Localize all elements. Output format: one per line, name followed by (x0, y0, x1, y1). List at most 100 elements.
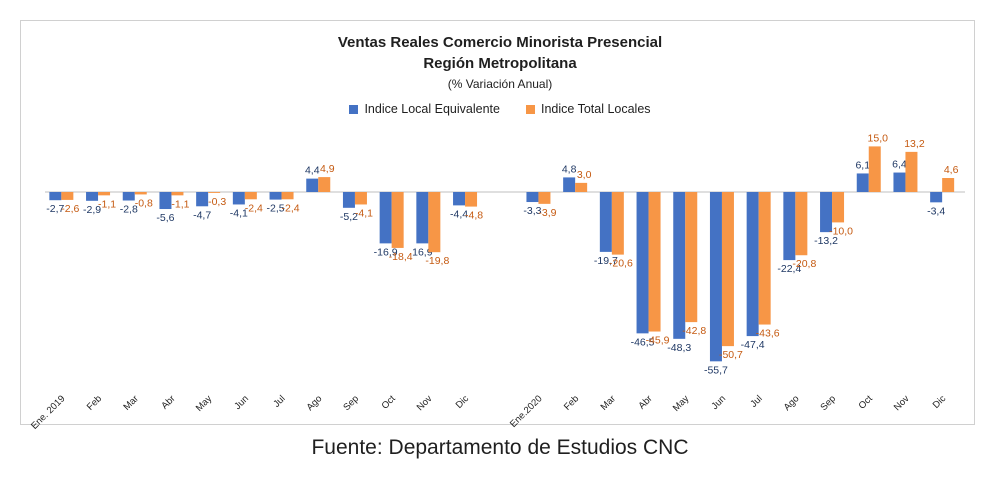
legend-label-series2: Indice Total Locales (540, 102, 651, 116)
bar-series2 (134, 192, 147, 195)
data-label-series1: -55,7 (704, 364, 728, 376)
data-label-series1: -16,9 (374, 246, 398, 258)
bar-series1 (709, 192, 722, 362)
bar-series2 (171, 192, 184, 196)
bar-series2 (98, 192, 111, 196)
legend-item-series1: Indice Local Equivalente (349, 102, 500, 116)
data-label-series1: -13,2 (814, 235, 838, 247)
data-label-series2: -19,8 (425, 255, 449, 267)
x-tick-label: Ene. 2019 (29, 393, 67, 431)
x-tick-label: Oct (380, 393, 398, 411)
x-tick-label: Jun (232, 393, 251, 412)
data-label-series2: -4,1 (355, 207, 373, 219)
bar-series1 (673, 192, 686, 339)
bar-series2 (281, 192, 294, 200)
data-label-series1: -5,2 (340, 211, 358, 223)
bar-series2 (905, 151, 918, 192)
x-tick-label: Ago (305, 393, 325, 413)
bar-series2 (208, 192, 221, 193)
bar-series1 (930, 192, 943, 203)
data-label-series1: 6,1 (855, 159, 870, 171)
bar-series1 (453, 192, 466, 206)
x-tick-label: Feb (85, 393, 104, 412)
data-label-series2: 4,6 (944, 164, 959, 176)
x-tick-label: Jul (271, 393, 287, 409)
x-tick-label: Ago (782, 393, 802, 413)
chart-subsubtitle: (% Variación Anual) (447, 77, 553, 91)
x-tick-label: Sep (341, 393, 361, 413)
bar-series2 (611, 192, 624, 255)
bar-series2 (354, 192, 367, 205)
bar-series1 (232, 192, 245, 205)
data-label-series2: 13,2 (904, 138, 925, 150)
bar-series2 (648, 192, 661, 332)
x-tick-label: Jul (748, 393, 764, 409)
data-label-series1: 16,9 (412, 246, 433, 258)
chart-subtitle: Región Metropolitana (423, 55, 577, 72)
x-tick-label: Oct (857, 393, 875, 411)
legend-swatch-series1 (349, 104, 359, 114)
bar-series2 (428, 192, 441, 253)
bar-series2 (244, 192, 257, 200)
bar-series1 (416, 192, 429, 244)
bar-series1 (86, 192, 99, 201)
data-label-series2: -0,3 (208, 196, 226, 208)
bar-series1 (563, 177, 576, 192)
data-label-series1: -2,5 (267, 203, 285, 215)
bar-series2 (685, 192, 698, 323)
x-tick-label: Abr (636, 393, 654, 411)
x-tick-label: Mar (122, 393, 141, 412)
bar-series2 (318, 177, 331, 192)
data-label-series1: -2,8 (120, 204, 138, 216)
data-label-series2: -45,9 (646, 335, 670, 347)
bar-series2 (538, 192, 551, 204)
data-label-series1: -47,4 (741, 339, 765, 351)
bar-series1 (599, 192, 612, 252)
x-tick-label: Sep (818, 393, 838, 413)
data-label-series2: -42,8 (682, 325, 706, 337)
x-tick-label: Mar (599, 393, 618, 412)
data-label-series2: 15,0 (868, 132, 889, 144)
x-tick-label: Ene.2020 (508, 393, 545, 430)
bar-series2 (942, 178, 955, 192)
bar-series1 (856, 173, 869, 192)
data-label-series1: 6,4 (892, 159, 907, 171)
data-label-series2: 3,0 (577, 169, 592, 181)
data-label-series2: -10,0 (829, 225, 853, 237)
x-tick-label: Nov (415, 393, 435, 413)
x-tick-label: Dic (454, 393, 472, 411)
data-label-series2: -43,6 (756, 328, 780, 340)
data-label-series2: -1,1 (171, 198, 189, 210)
data-label-series1: -46,5 (631, 336, 655, 348)
x-tick-label: Dic (931, 393, 949, 411)
x-tick-label: Abr (159, 393, 177, 411)
data-label-series2: -20,6 (609, 258, 633, 270)
bar-series1 (306, 178, 319, 192)
bar-series2 (61, 192, 74, 200)
bar-series1 (636, 192, 649, 334)
data-label-series1: -3,3 (523, 205, 541, 217)
data-label-series2: -2,4 (282, 202, 300, 214)
x-tick-label: May (194, 393, 215, 414)
bar-series2 (832, 192, 845, 223)
bar-series2 (391, 192, 404, 248)
bar-series2 (465, 192, 478, 207)
source-note: Fuente: Departamento de Estudios CNC (311, 436, 689, 459)
x-tick-label: Jun (709, 393, 728, 412)
data-label-series2: -50,7 (719, 349, 743, 361)
x-tick-label: May (671, 393, 692, 414)
data-label-series2: 4,9 (320, 163, 335, 175)
data-label-series2: -0,8 (135, 197, 153, 209)
legend-item-series2: Indice Total Locales (525, 102, 651, 116)
data-label-series1: -4,4 (450, 208, 468, 220)
bar-series2 (575, 182, 588, 192)
data-label-series1: -48,3 (667, 342, 691, 354)
data-label-series1: -22,4 (777, 263, 801, 275)
bar-series1 (746, 192, 759, 337)
legend-swatch-series2 (525, 104, 535, 114)
chart-legend: Indice Local Equivalente Indice Total Lo… (0, 102, 1000, 116)
data-label-series2: -2,6 (61, 203, 79, 215)
data-label-series2: -3,9 (538, 207, 556, 219)
bar-series1 (526, 192, 539, 203)
data-label-series1: -5,6 (156, 212, 174, 224)
